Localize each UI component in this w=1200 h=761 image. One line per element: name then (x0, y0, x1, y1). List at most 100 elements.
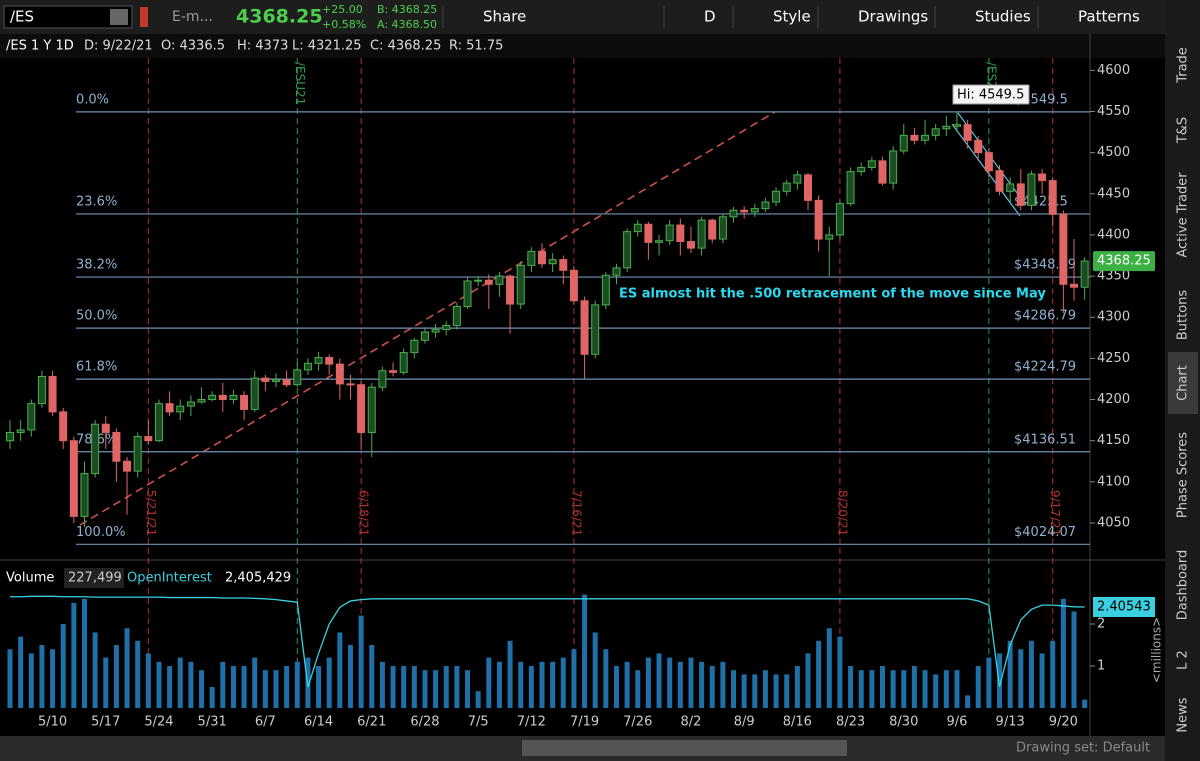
sidebar-tab[interactable]: Active Trader (1176, 172, 1191, 258)
y-tick-label: 4150 (1097, 433, 1130, 448)
volume-bar (124, 628, 130, 708)
sidebar-tab[interactable]: News (1176, 697, 1191, 732)
candle-body (984, 152, 993, 172)
volume-bar (752, 674, 758, 708)
toolbar-button-label[interactable]: Style (773, 8, 811, 26)
volume-bar (879, 666, 885, 708)
volume-bar (465, 670, 471, 708)
candle-body (1080, 260, 1089, 288)
volume-bar (550, 661, 556, 708)
scroll-thumb[interactable] (522, 740, 847, 756)
annotation: ES almost hit the .500 retracement of th… (619, 287, 1046, 302)
volume-bar (188, 661, 194, 708)
candle-body (240, 394, 249, 410)
volume-bar (28, 653, 34, 708)
fib-price: $4286.79 (1014, 309, 1076, 324)
volume-bar (773, 674, 779, 708)
oi-tag (1093, 596, 1155, 617)
candle-body (154, 403, 163, 442)
volume-bar (390, 666, 396, 708)
volume-bar (762, 670, 768, 708)
x-tick-label: 8/23 (836, 715, 865, 730)
volume-bar (1060, 598, 1066, 708)
y-tick-label: 4550 (1097, 104, 1130, 119)
volume-bar (858, 670, 864, 708)
fib-price: $4136.51 (1014, 432, 1076, 447)
volume-bar (901, 670, 907, 708)
volume-bar (252, 657, 258, 708)
toolbar-button-label[interactable]: Studies (975, 8, 1031, 26)
candle-body (931, 128, 940, 136)
candle-body (208, 394, 217, 401)
candle-body (1070, 283, 1078, 288)
event-label: 6/18/21 (357, 490, 371, 536)
volume-bar (890, 670, 896, 708)
change-pct: +0.58% (322, 18, 366, 31)
candle-body (176, 405, 185, 413)
candle-body (165, 403, 174, 413)
sidebar-tab[interactable]: Buttons (1176, 290, 1191, 341)
candle-body (655, 240, 664, 243)
candle-body (729, 209, 738, 218)
candle-body (601, 274, 610, 306)
drawing-set: Drawing set: Default (1016, 741, 1150, 756)
candle-body (506, 275, 515, 305)
candle-body (229, 394, 238, 401)
volume-bar (167, 666, 173, 708)
candle-body (250, 377, 259, 410)
x-tick-label: 7/26 (623, 715, 652, 730)
volume-bar (613, 666, 619, 708)
candle-body (346, 383, 355, 386)
y-tick-label: 4250 (1097, 351, 1130, 366)
candle-body (772, 190, 781, 203)
symbol-box[interactable] (3, 5, 133, 29)
sidebar-tab[interactable]: Dashboard (1176, 550, 1191, 621)
volume-bar (635, 670, 641, 708)
candle-body (261, 377, 270, 382)
candle-body (942, 125, 951, 130)
y-tick-label: 4200 (1097, 392, 1130, 407)
candle-body (995, 170, 1004, 192)
y-tick-label: 2 (1097, 617, 1105, 632)
volume-bar (592, 632, 598, 708)
last-price-label: 4368.25 (1097, 254, 1151, 269)
volume-title: Volume (6, 571, 54, 586)
volume-bar (92, 632, 98, 708)
candle-body (846, 171, 855, 205)
candle-body (495, 275, 504, 285)
toolbar-button-label[interactable]: Patterns (1078, 8, 1140, 26)
candle-body (282, 379, 291, 386)
y-tick-label: 4100 (1097, 474, 1130, 489)
y-tick-label: 4350 (1097, 269, 1130, 284)
volume-bar (326, 657, 332, 708)
volume-bar (816, 640, 822, 708)
chart-title: /ES 1 Y 1D (6, 39, 74, 54)
symbol-dropdown[interactable] (110, 9, 128, 25)
sidebar-tab[interactable]: Trade (1176, 47, 1191, 84)
oi-tag-label: 2.40543 (1097, 599, 1151, 614)
toolbar-button-label[interactable]: D (704, 8, 716, 26)
volume-bar (826, 628, 832, 708)
candle-body (974, 139, 983, 154)
toolbar-button-label[interactable]: Drawings (858, 8, 928, 26)
candle-body (123, 460, 132, 472)
last-price-tag (1093, 251, 1155, 272)
volume-bar (677, 661, 683, 708)
candle-body (899, 134, 908, 152)
volume-bar (954, 670, 960, 708)
sidebar-tab[interactable]: Phase Scores (1176, 432, 1191, 518)
volume-bar (486, 657, 492, 708)
link-marker (140, 7, 148, 27)
volume-bar (709, 666, 715, 708)
sidebar-tab[interactable]: Chart (1176, 365, 1191, 401)
toolbar-button-label[interactable]: Share (483, 8, 526, 26)
volume-bar (975, 666, 981, 708)
bid: B: 4368.25 (377, 3, 437, 16)
header-field: H: 4373 (237, 39, 288, 54)
sidebar-tab[interactable]: L 2 (1176, 650, 1191, 670)
sidebar-tab[interactable]: T&S (1176, 117, 1191, 144)
x-tick-label: 6/28 (410, 715, 439, 730)
description: E-m... (172, 9, 213, 25)
volume-bar (603, 649, 609, 708)
